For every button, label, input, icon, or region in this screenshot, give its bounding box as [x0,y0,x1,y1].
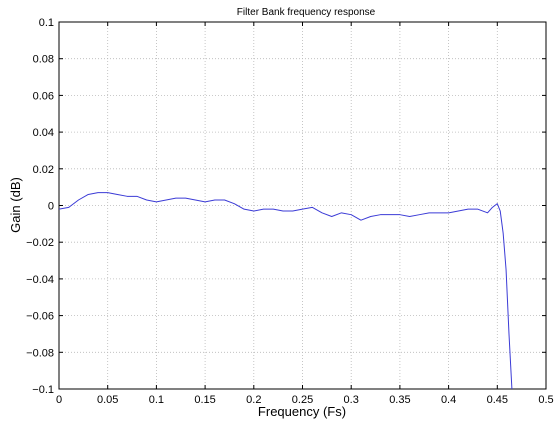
y-tick-label: 0.1 [39,17,54,29]
axis-ticks [58,21,547,390]
x-tick-label: 0.5 [538,394,553,406]
x-tick-label: 0.45 [487,394,508,406]
x-tick-label: 0.4 [441,394,456,406]
y-axis-title: Gain (dB) [8,177,23,233]
y-tick-label: −0.04 [26,274,54,286]
x-tick-label: 0.25 [292,394,313,406]
y-tick-label: −0.06 [26,311,54,323]
series-line [59,192,513,389]
y-tick-label: 0.04 [33,127,54,139]
x-tick-label: 0 [56,394,62,406]
x-tick-label: 0.15 [194,394,215,406]
y-axis-tick-labels: −0.1 −0.08 −0.06 −0.04 −0.02 0 0.02 0.04 0.06 0.0… [26,17,54,396]
chart-title: Filter Bank frequency response [237,7,376,18]
x-tick-label: 0.05 [97,394,118,406]
x-axis-title: Frequency (Fs) [258,404,346,419]
x-tick-label: 0.2 [246,394,261,406]
grid [59,22,546,389]
y-tick-label: 0.08 [33,54,54,66]
x-tick-label: 0.3 [344,394,359,406]
y-tick-label: 0 [48,201,54,213]
y-tick-label: −0.08 [26,347,54,359]
y-tick-label: −0.1 [32,384,54,396]
y-tick-label: 0.06 [33,90,54,102]
x-tick-label: 0.1 [149,394,164,406]
y-tick-label: 0.02 [33,164,54,176]
y-tick-label: −0.02 [26,237,54,249]
x-tick-label: 0.35 [389,394,410,406]
x-axis-tick-labels: 0 0.05 0.1 0.15 0.2 0.25 0.3 0.35 0.4 0.45 0.5 [56,394,554,406]
series-group [59,192,513,389]
